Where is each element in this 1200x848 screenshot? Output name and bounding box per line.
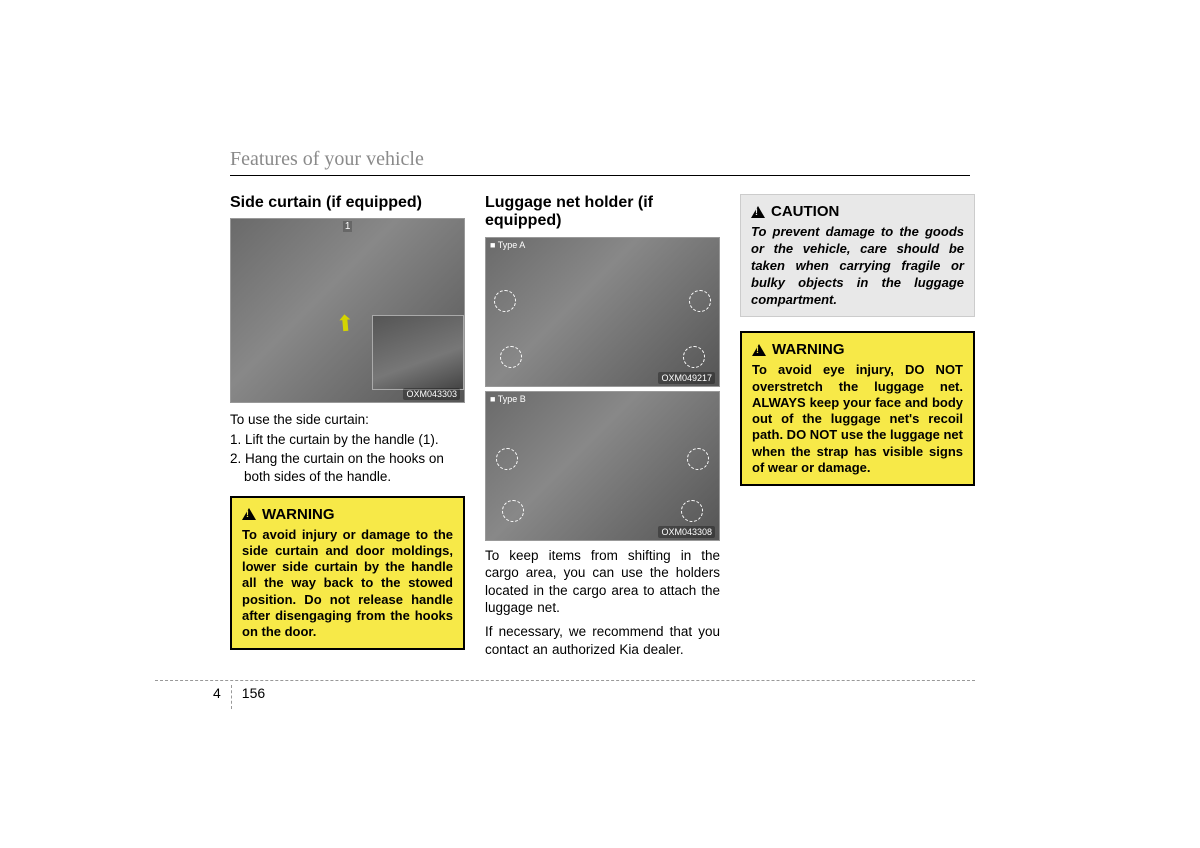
- warning-title: WARNING: [262, 506, 335, 523]
- warning-title: WARNING: [772, 341, 845, 358]
- hook-circle-icon: [500, 346, 522, 368]
- figure-inset: [372, 315, 464, 390]
- manual-page: Features of your vehicle Side curtain (i…: [230, 148, 970, 658]
- figure-code: OXM043303: [403, 388, 460, 400]
- page-separator: [231, 685, 232, 709]
- step-2: 2. Hang the curtain on the hooks on both…: [230, 450, 465, 485]
- hook-circle-icon: [689, 290, 711, 312]
- type-a-label: ■ Type A: [490, 240, 525, 250]
- warning-box-luggage-net: WARNING To avoid eye injury, DO NOT over…: [740, 331, 975, 486]
- side-curtain-figure: 1 ⬆ OXM043303: [230, 218, 465, 403]
- warning-header: WARNING: [752, 341, 963, 358]
- figure-callout-1: 1: [343, 221, 353, 232]
- warning-header: WARNING: [242, 506, 453, 523]
- luggage-net-figure-a: ■ Type A OXM049217: [485, 237, 720, 387]
- hook-circle-icon: [683, 346, 705, 368]
- hook-circle-icon: [502, 500, 524, 522]
- section-number: 4: [213, 685, 221, 709]
- warning-icon: [752, 344, 766, 356]
- luggage-para-2: If necessary, we recommend that you cont…: [485, 623, 720, 658]
- luggage-net-figure-b: ■ Type B OXM043308: [485, 391, 720, 541]
- column-1: Side curtain (if equipped) 1 ⬆ OXM043303…: [230, 194, 465, 658]
- caution-box: CAUTION To prevent damage to the goods o…: [740, 194, 975, 317]
- hook-circle-icon: [681, 500, 703, 522]
- page-footer: 4 156: [155, 680, 975, 685]
- caution-text: To prevent damage to the goods or the ve…: [751, 224, 964, 308]
- figure-code: OXM049217: [658, 372, 715, 384]
- column-3: CAUTION To prevent damage to the goods o…: [740, 194, 975, 658]
- arrow-up-icon: ⬆: [335, 310, 356, 338]
- caution-title: CAUTION: [771, 203, 839, 220]
- luggage-para-1: To keep items from shifting in the cargo…: [485, 547, 720, 617]
- luggage-net-heading: Luggage net holder (if equipped): [485, 194, 720, 231]
- hook-circle-icon: [687, 448, 709, 470]
- side-curtain-heading: Side curtain (if equipped): [230, 194, 465, 212]
- warning-icon: [242, 508, 256, 520]
- hook-circle-icon: [496, 448, 518, 470]
- figure-code: OXM043308: [658, 526, 715, 538]
- page-number: 4 156: [213, 685, 265, 709]
- warning-box-side-curtain: WARNING To avoid injury or damage to the…: [230, 496, 465, 651]
- type-b-label: ■ Type B: [490, 394, 526, 404]
- warning-text: To avoid injury or damage to the side cu…: [242, 527, 453, 641]
- caution-icon: [751, 206, 765, 218]
- hook-circle-icon: [494, 290, 516, 312]
- chapter-title: Features of your vehicle: [230, 148, 970, 176]
- caution-header: CAUTION: [751, 203, 964, 220]
- page-number-value: 156: [242, 685, 265, 709]
- content-columns: Side curtain (if equipped) 1 ⬆ OXM043303…: [230, 194, 970, 658]
- side-curtain-intro: To use the side curtain:: [230, 411, 465, 429]
- step-1: 1. Lift the curtain by the handle (1).: [230, 431, 465, 449]
- column-2: Luggage net holder (if equipped) ■ Type …: [485, 194, 720, 658]
- warning-text: To avoid eye injury, DO NOT overstretch …: [752, 362, 963, 476]
